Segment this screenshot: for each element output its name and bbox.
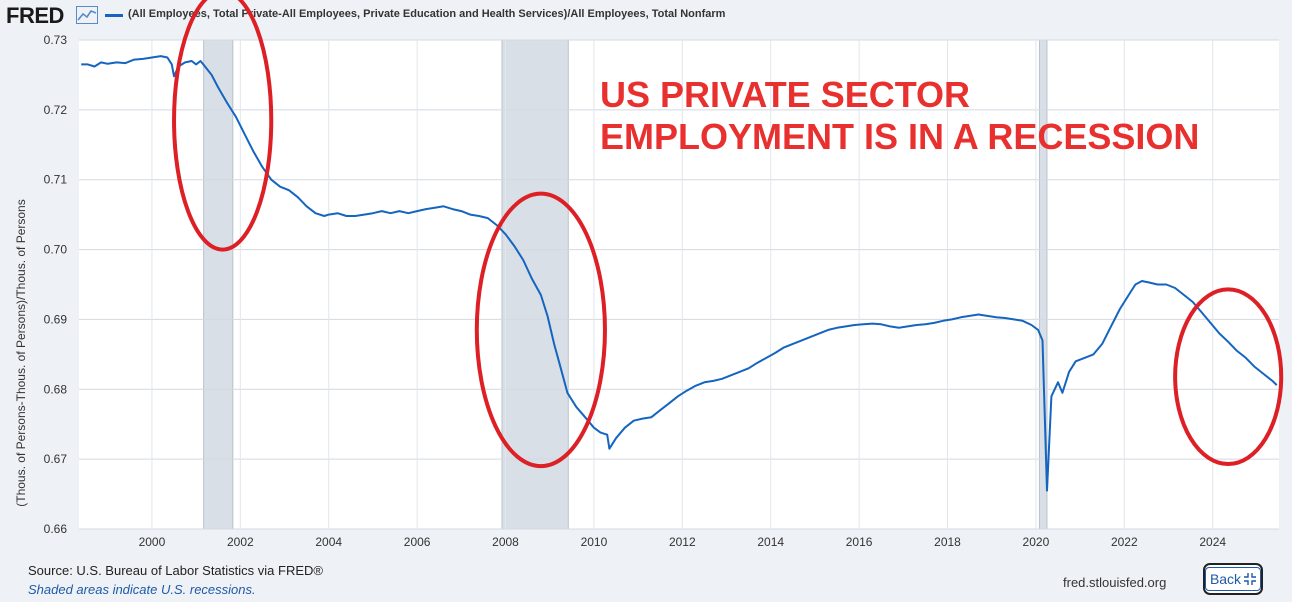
legend-swatch	[105, 14, 123, 17]
x-tick-label: 2010	[581, 535, 608, 549]
chart-header: FRED (All Employees, Total Private-All E…	[0, 0, 1292, 32]
y-tick-label: 0.67	[44, 452, 68, 466]
fred-logo[interactable]: FRED	[6, 3, 64, 28]
y-tick-label: 0.72	[44, 103, 68, 117]
x-tick-label: 2016	[846, 535, 873, 549]
annotation-line-2: EMPLOYMENT IS IN A RECESSION	[600, 116, 1200, 157]
x-tick-label: 2006	[404, 535, 431, 549]
series-legend: (All Employees, Total Private-All Employ…	[128, 8, 726, 20]
fred-url[interactable]: fred.stlouisfed.org	[1063, 575, 1167, 590]
plot-area	[79, 40, 1279, 529]
annotation-circle	[474, 191, 607, 469]
recession-note: Shaded areas indicate U.S. recessions.	[28, 582, 256, 597]
back-button[interactable]: Back	[1203, 563, 1263, 595]
annotation-circle	[1173, 287, 1284, 467]
annotation-circle	[172, 0, 274, 252]
x-tick-label: 2008	[492, 535, 519, 549]
x-tick-label: 2014	[757, 535, 784, 549]
y-tick-label: 0.73	[44, 33, 68, 47]
x-tick-label: 2020	[1023, 535, 1050, 549]
y-tick-label: 0.70	[44, 243, 68, 257]
y-tick-label: 0.71	[44, 173, 68, 187]
x-tick-label: 2018	[934, 535, 961, 549]
line-chart-icon	[76, 6, 98, 24]
x-tick-label: 2002	[227, 535, 254, 549]
source-text: Source: U.S. Bureau of Labor Statistics …	[28, 563, 323, 578]
recession-band	[1039, 40, 1047, 529]
back-label: Back	[1209, 571, 1242, 587]
collapse-arrows-icon	[1244, 573, 1257, 585]
x-tick-label: 2012	[669, 535, 696, 549]
y-tick-label: 0.68	[44, 382, 68, 396]
y-tick-label: 0.66	[44, 522, 68, 536]
x-tick-label: 2000	[139, 535, 166, 549]
x-tick-label: 2022	[1111, 535, 1138, 549]
annotation-line-1: US PRIVATE SECTOR	[600, 74, 971, 115]
annotation-headline: US PRIVATE SECTOR EMPLOYMENT IS IN A REC…	[600, 74, 1199, 158]
series-line	[81, 55, 1278, 492]
x-tick-label: 2024	[1199, 535, 1226, 549]
y-tick-label: 0.69	[44, 312, 68, 326]
x-tick-label: 2004	[315, 535, 342, 549]
recession-band	[203, 40, 233, 529]
